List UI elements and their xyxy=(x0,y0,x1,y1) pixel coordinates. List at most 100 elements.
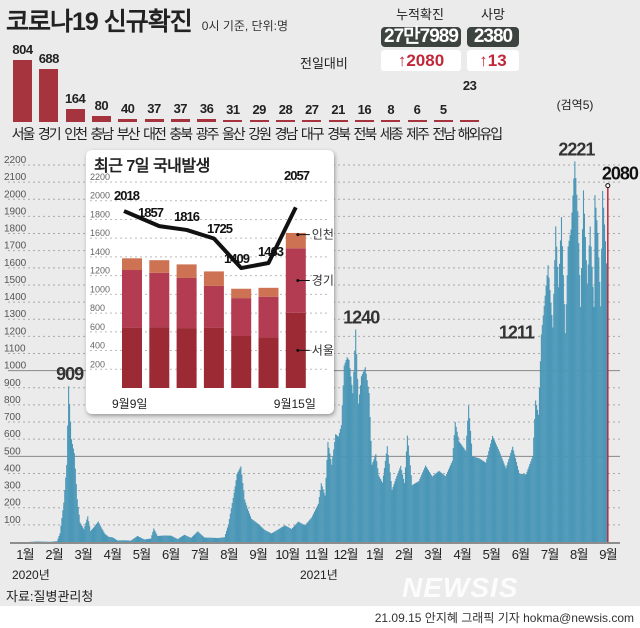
month-label: 9월 xyxy=(599,547,617,562)
daily-bar xyxy=(263,529,265,542)
daily-bar xyxy=(465,450,467,542)
daily-bar xyxy=(319,490,321,542)
daily-bar xyxy=(251,519,253,542)
daily-bar xyxy=(203,536,205,542)
daily-bar xyxy=(228,518,230,542)
daily-bar xyxy=(62,510,64,542)
daily-bar xyxy=(514,454,516,542)
daily-bar xyxy=(604,241,607,542)
daily-bar xyxy=(532,456,534,542)
daily-bar xyxy=(468,405,470,542)
daily-bar xyxy=(461,445,463,542)
daily-bar xyxy=(387,454,389,542)
stacked-bar-서울 xyxy=(203,327,224,388)
daily-bar xyxy=(161,535,163,542)
region-value: 40 xyxy=(120,100,135,116)
daily-bar xyxy=(72,448,74,542)
daily-bar xyxy=(520,473,522,542)
daily-bar xyxy=(242,482,244,542)
daily-bar xyxy=(358,394,361,542)
daily-bar xyxy=(530,461,532,542)
daily-bar xyxy=(421,474,423,542)
region-value: 27 xyxy=(305,101,319,117)
daily-bar xyxy=(574,161,576,542)
daily-bar xyxy=(390,481,392,542)
daily-bar xyxy=(375,454,377,542)
inset-y-tick: 1000 xyxy=(90,284,110,294)
region-value: 16 xyxy=(357,102,372,117)
daily-bar xyxy=(117,540,119,542)
daily-bar xyxy=(141,538,143,542)
daily-bar xyxy=(91,528,94,542)
line-value-label: 1409 xyxy=(224,251,250,266)
daily-bar xyxy=(112,537,114,542)
daily-bar xyxy=(332,457,334,542)
daily-bar xyxy=(109,536,111,542)
daily-bar xyxy=(352,393,354,542)
daily-bar xyxy=(437,471,439,542)
daily-bar xyxy=(148,538,150,542)
daily-bar xyxy=(234,486,236,542)
daily-bar xyxy=(178,538,180,542)
daily-bar xyxy=(450,463,452,542)
daily-bar xyxy=(518,473,520,542)
daily-bar xyxy=(536,409,539,542)
daily-bar xyxy=(471,456,474,542)
y-tick-label: 2200 xyxy=(4,155,27,166)
daily-bar xyxy=(480,459,482,542)
deaths-change: ↑13 xyxy=(467,50,519,71)
daily-bar xyxy=(488,451,490,542)
daily-bar xyxy=(538,387,541,542)
peak-label: 909 xyxy=(56,364,84,384)
daily-bar xyxy=(502,460,504,542)
month-label: 1월 xyxy=(16,547,34,562)
daily-bar xyxy=(602,190,604,542)
daily-bar xyxy=(566,275,568,542)
daily-bar xyxy=(133,538,135,542)
daily-bar xyxy=(243,491,245,542)
daily-bar xyxy=(605,263,607,542)
daily-bar xyxy=(67,425,69,542)
region-name: 세종 xyxy=(379,126,404,142)
daily-bar xyxy=(104,533,106,542)
daily-bar xyxy=(115,539,118,542)
region-name: 서울 xyxy=(11,126,36,142)
daily-bar xyxy=(198,532,200,542)
daily-bar xyxy=(433,474,435,542)
daily-bar xyxy=(169,535,171,542)
stacked-bar-서울 xyxy=(258,337,279,388)
daily-bar xyxy=(55,541,57,542)
daily-bar xyxy=(493,440,496,542)
region-bar xyxy=(170,119,190,122)
daily-bar xyxy=(398,470,400,542)
daily-bar xyxy=(124,540,126,542)
daily-bar xyxy=(321,486,323,542)
daily-bar xyxy=(222,537,224,542)
daily-bar xyxy=(189,537,191,542)
region-value: 688 xyxy=(38,50,60,66)
daily-bar xyxy=(460,444,462,542)
daily-bar xyxy=(372,462,374,542)
daily-bar xyxy=(425,465,427,542)
daily-bar xyxy=(593,306,595,542)
region-bar xyxy=(460,120,480,122)
daily-bar xyxy=(292,527,294,542)
daily-bar xyxy=(111,537,113,542)
daily-bar xyxy=(505,468,507,542)
region-value: 8 xyxy=(387,102,395,117)
daily-bar xyxy=(260,526,262,542)
region-name: 경기 xyxy=(37,126,62,142)
daily-bar xyxy=(599,281,601,542)
daily-bar xyxy=(273,531,275,542)
daily-bar xyxy=(336,435,338,542)
daily-bar xyxy=(254,521,256,542)
daily-bar xyxy=(514,458,517,542)
daily-bar xyxy=(587,264,589,542)
daily-bar xyxy=(219,537,221,542)
daily-bar xyxy=(576,194,578,542)
daily-bar xyxy=(327,442,329,542)
daily-bar xyxy=(265,530,267,542)
daily-bar xyxy=(302,524,304,542)
peak-label: 2080 xyxy=(602,164,639,184)
daily-bar xyxy=(107,536,109,542)
